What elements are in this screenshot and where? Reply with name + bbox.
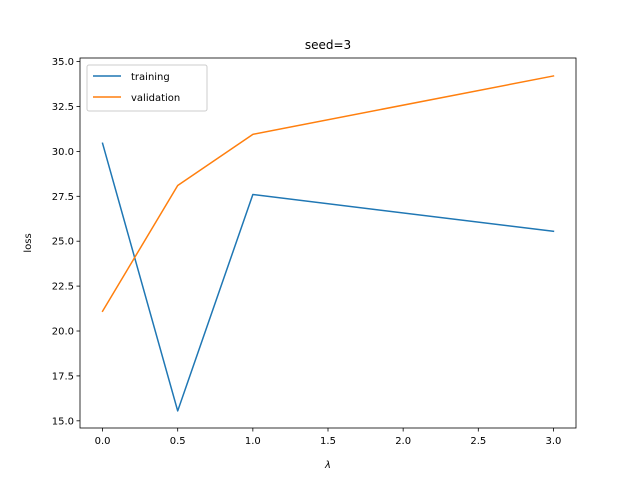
legend: training validation [86,64,208,112]
x-axis-label: λ [324,460,331,471]
x-axis-ticks: 0.0 0.5 1.0 1.5 2.0 2.5 3.0 [95,428,562,447]
y-tick-label: 30.0 [52,147,74,158]
y-tick-label: 27.5 [52,192,74,203]
legend-label-training: training [131,72,170,83]
series-layer [101,75,555,412]
y-axis-label: loss [23,233,34,252]
chart-title: seed=3 [305,38,351,52]
y-axis-ticks: 15.0 17.5 20.0 22.5 25.0 27.5 30.0 32.5 35.0 [52,57,80,427]
x-tick-label: 0.0 [95,436,111,447]
y-tick-label: 32.5 [52,102,74,113]
legend-label-validation: validation [131,93,180,104]
x-tick-label: 1.5 [320,436,336,447]
x-tick-label: 0.5 [170,436,186,447]
plot-frame [79,57,577,429]
x-tick-label: 2.0 [395,436,411,447]
y-tick-label: 35.0 [52,57,74,68]
y-tick-label: 17.5 [52,371,74,382]
x-tick-label: 2.5 [470,436,486,447]
x-tick-label: 3.0 [546,436,562,447]
y-tick-label: 15.0 [52,416,74,427]
series-line-training [101,142,555,412]
x-tick-label: 1.0 [245,436,261,447]
y-tick-label: 25.0 [52,237,74,248]
y-tick-label: 22.5 [52,282,74,293]
y-tick-label: 20.0 [52,327,74,338]
series-line-validation [101,75,555,313]
